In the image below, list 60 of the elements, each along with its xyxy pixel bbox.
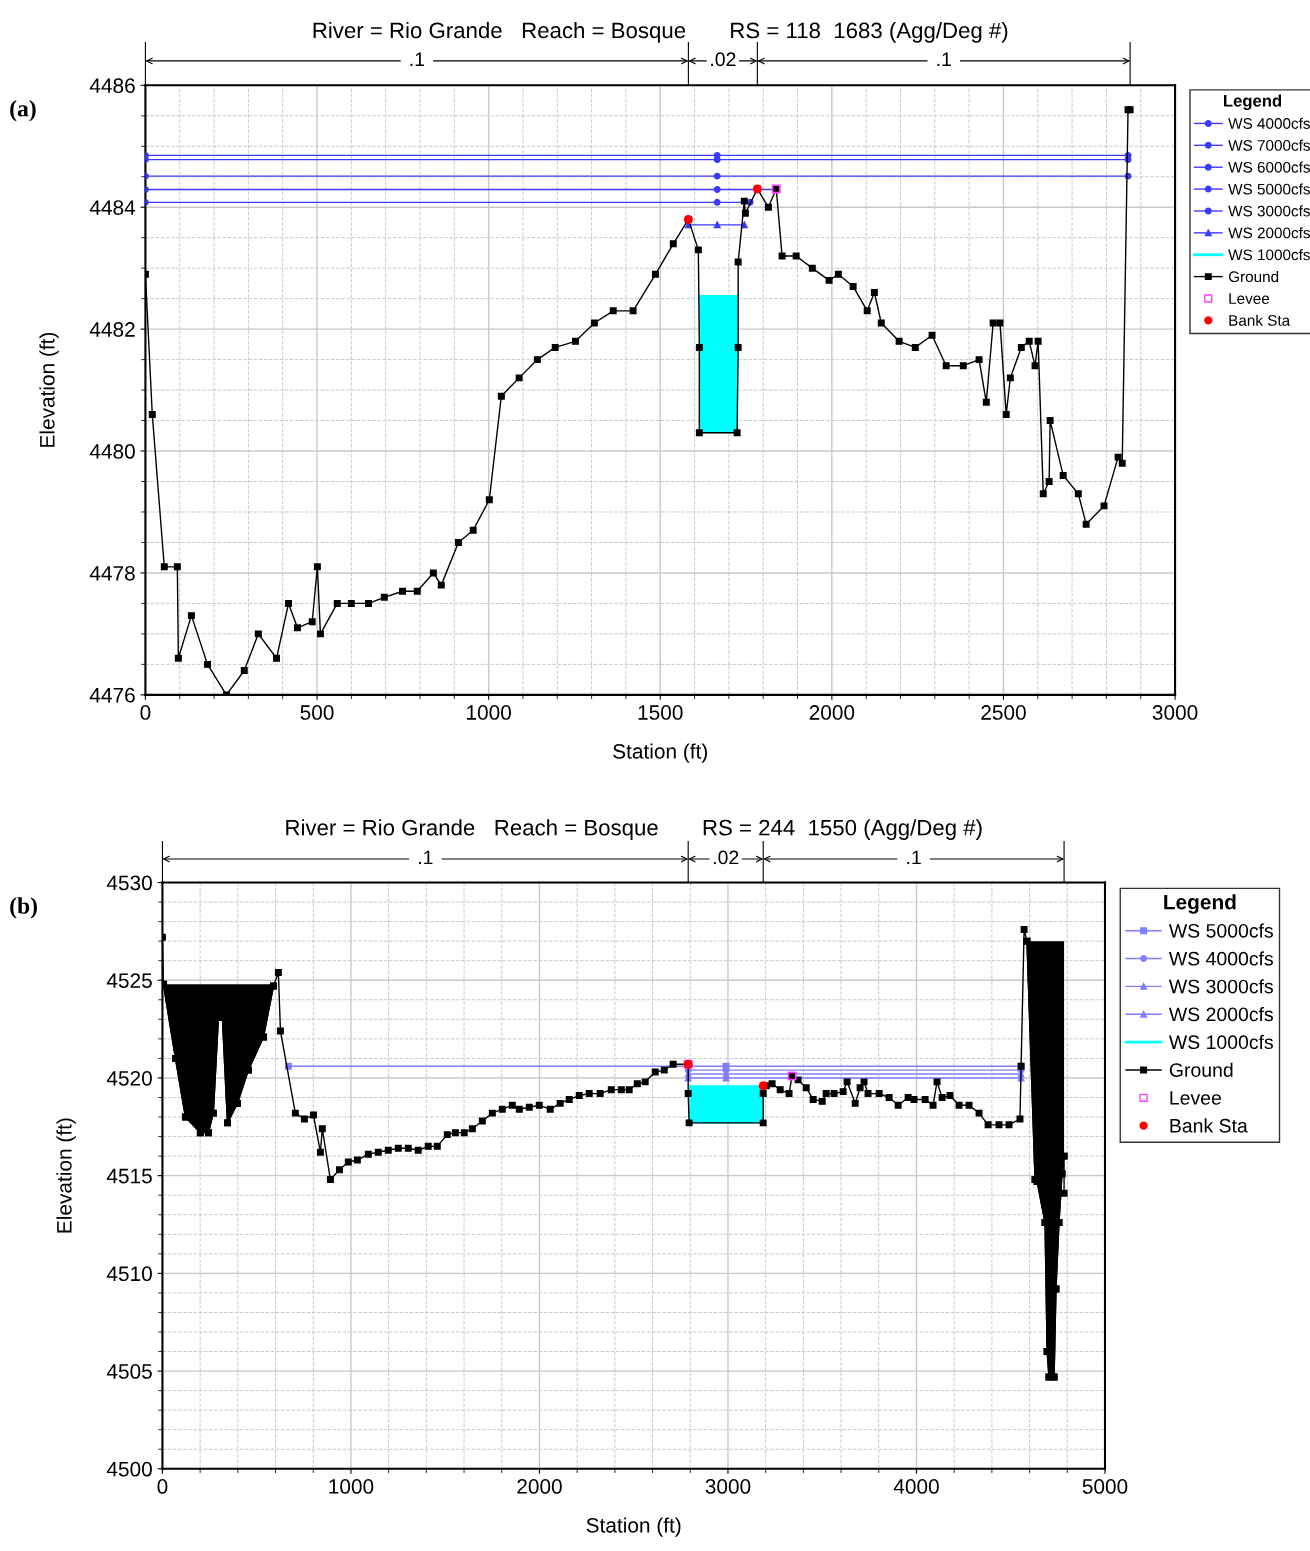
x-tick-label: 3000 — [1152, 705, 1198, 720]
x-tick-label: 1000 — [467, 705, 511, 720]
legend-label: Ground — [1228, 270, 1279, 283]
x-axis-title: Station (ft) — [586, 1517, 681, 1537]
y-tick-label: 4482 — [89, 322, 135, 337]
legend-label: WS 3000cfs — [1228, 205, 1310, 217]
y-tick-label: 4480 — [89, 444, 135, 459]
legend-label: WS 4000cfs — [1168, 951, 1273, 966]
text: (b) — [10, 897, 37, 919]
y-tick-label: 4486 — [89, 78, 135, 94]
x-axis-title: Station (ft) — [613, 743, 707, 763]
y-tick-label: 4500 — [106, 1461, 152, 1477]
y-tick-label: 4478 — [89, 565, 135, 581]
x-tick-label: 1000 — [329, 1479, 374, 1494]
x-tick-label: 1500 — [638, 705, 683, 720]
x-tick-label: 0 — [140, 705, 151, 720]
legend-label: Ground — [1169, 1062, 1233, 1077]
legend-label: Levee — [1229, 293, 1270, 304]
legend-label: WS 2000cfs — [1228, 227, 1310, 239]
legend-label: WS 7000cfs — [1228, 139, 1310, 151]
y-tick-label: 4525 — [106, 973, 152, 988]
y-tick-label: 4515 — [106, 1168, 152, 1184]
text: (a) — [10, 99, 36, 122]
legend-label: WS 5000cfs — [1168, 923, 1273, 938]
legend-label: Bank Sta — [1170, 1118, 1248, 1133]
x-tick-label: 2500 — [981, 705, 1026, 720]
legend-title: Legend — [1224, 94, 1282, 111]
text: .1 — [907, 850, 921, 865]
legend-title: Legend — [1164, 894, 1236, 914]
x-tick-label: 0 — [157, 1479, 168, 1494]
y-axis-title: Elevation (ft) — [56, 1118, 76, 1233]
y-tick-label: 4484 — [89, 200, 136, 215]
legend-label: Bank Sta — [1229, 314, 1291, 326]
chart-title: River = Rio Grande Reach = Bosque RS = 118 1683 (Agg/Deg #) — [313, 21, 1008, 43]
text: .02 — [711, 52, 736, 67]
legend-label: WS 1000cfs — [1168, 1034, 1273, 1050]
x-tick-label: 2000 — [809, 705, 855, 720]
x-tick-label: 500 — [300, 705, 334, 720]
legend-label: WS 1000cfs — [1228, 249, 1310, 261]
text: .1 — [418, 850, 433, 865]
x-tick-label: 2000 — [517, 1479, 562, 1494]
text: .1 — [410, 52, 425, 66]
y-tick-label: 4530 — [106, 875, 152, 891]
text: .02 — [713, 850, 739, 865]
legend-label: WS 5000cfs — [1228, 183, 1310, 195]
legend-label: Levee — [1170, 1091, 1221, 1105]
x-tick-label: 5000 — [1082, 1479, 1128, 1494]
legend-label: WS 6000cfs — [1228, 161, 1310, 173]
y-tick-label: 4505 — [106, 1364, 152, 1379]
y-tick-label: 4520 — [106, 1070, 152, 1086]
x-tick-label: 3000 — [705, 1479, 751, 1494]
y-axis-title: Elevation (ft) — [39, 332, 59, 447]
legend-label: WS 3000cfs — [1168, 979, 1273, 994]
y-tick-label: 4510 — [106, 1266, 152, 1282]
text: .1 — [937, 52, 951, 66]
legend-label: WS 2000cfs — [1168, 1006, 1273, 1022]
x-tick-label: 4000 — [893, 1479, 939, 1494]
legend-label: WS 4000cfs — [1228, 117, 1310, 129]
chart-title: River = Rio Grande Reach = Bosque RS = 244 1550 (Agg/Deg #) — [286, 819, 982, 840]
y-tick-label: 4476 — [89, 687, 135, 703]
